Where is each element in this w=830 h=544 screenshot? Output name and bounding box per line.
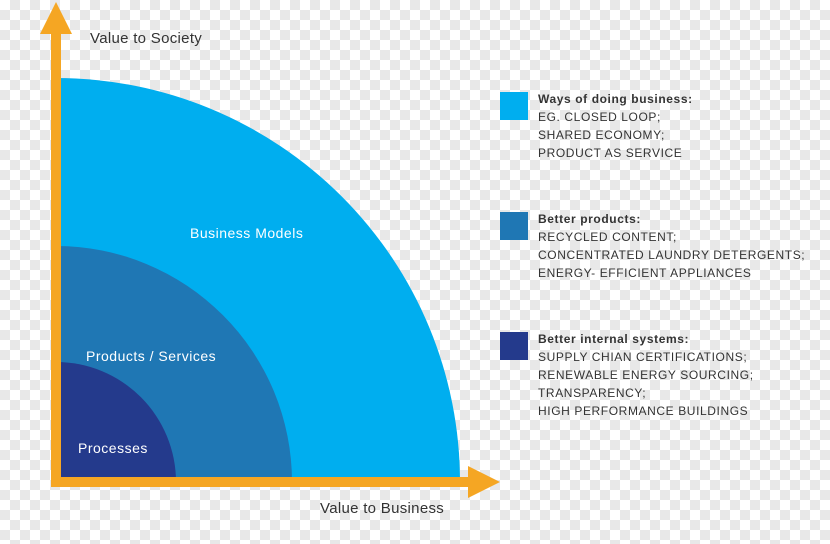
legend-swatch-0: [500, 92, 528, 120]
arc-label-processes: Processes: [78, 440, 148, 456]
arc-label-business-models: Business Models: [190, 225, 303, 241]
legend-text-1: Better products:recycled content;concent…: [538, 210, 805, 282]
legend-line-2-3: high performance buildings: [538, 402, 754, 420]
legend-item-0: Ways of doing business:eg. closed loop;s…: [500, 90, 810, 162]
legend-line-0-1: shared economy;: [538, 126, 693, 144]
x-axis-label: Value to Business: [320, 500, 444, 517]
legend: Ways of doing business:eg. closed loop;s…: [500, 90, 810, 420]
legend-line-1-0: recycled content;: [538, 228, 805, 246]
legend-swatch-2: [500, 332, 528, 360]
legend-title-1: Better products:: [538, 210, 805, 228]
legend-line-1-2: energy- efficient appliances: [538, 264, 805, 282]
legend-swatch-1: [500, 212, 528, 240]
legend-title-0: Ways of doing business:: [538, 90, 693, 108]
legend-line-2-1: renewable energy sourcing;: [538, 366, 754, 384]
legend-line-2-0: supply chian certifications;: [538, 348, 754, 366]
legend-item-1: Better products:recycled content;concent…: [500, 210, 810, 282]
y-axis-arrowhead: [40, 2, 72, 34]
legend-line-0-0: eg. closed loop;: [538, 108, 693, 126]
y-axis-label: Value to Society: [90, 30, 202, 47]
legend-line-0-2: product as service: [538, 144, 693, 162]
legend-title-2: Better internal systems:: [538, 330, 754, 348]
x-axis-arrowhead: [468, 466, 500, 498]
arc-label-products-services: Products / Services: [86, 348, 216, 364]
legend-text-2: Better internal systems:supply chian cer…: [538, 330, 754, 420]
legend-line-1-1: concentrated laundry detergents;: [538, 246, 805, 264]
legend-line-2-2: transparency;: [538, 384, 754, 402]
legend-item-2: Better internal systems:supply chian cer…: [500, 330, 810, 420]
legend-text-0: Ways of doing business:eg. closed loop;s…: [538, 90, 693, 162]
diagram-stage: Business Models Products / Services Proc…: [0, 0, 830, 544]
